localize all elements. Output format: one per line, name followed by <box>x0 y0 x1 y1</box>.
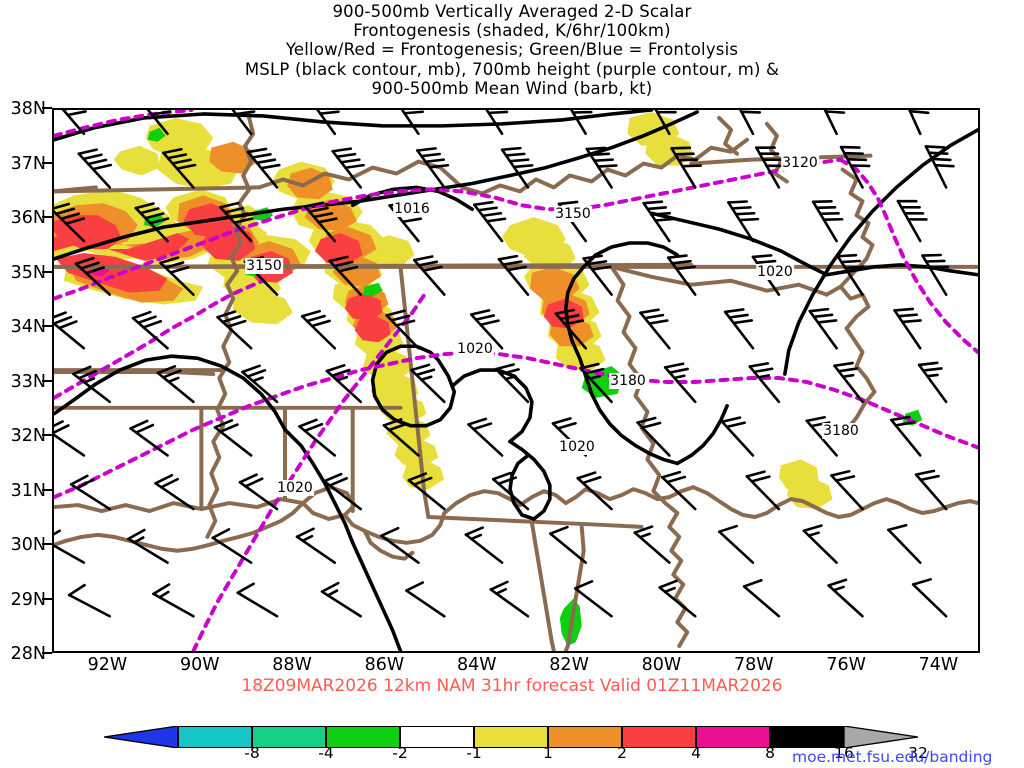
colorbar-segment <box>400 726 474 748</box>
x-axis-label: 74W <box>918 655 959 675</box>
y-axis-label: 29N <box>10 589 46 610</box>
map-canvas <box>54 110 978 651</box>
y-axis-tick <box>42 488 52 491</box>
colorbar-high-arrow <box>843 725 919 749</box>
map-plot-area <box>52 108 980 653</box>
y-axis-tick <box>42 434 52 436</box>
colorbar-tick-label: -4 <box>318 744 334 762</box>
y-axis-label: 37N <box>10 153 46 174</box>
colorbar-tick-label: -2 <box>392 744 408 762</box>
colorbar-tick-label: -1 <box>466 744 482 762</box>
colorbar-segment <box>474 726 548 748</box>
x-axis-label: 90W <box>179 655 220 675</box>
y-axis-tick <box>42 270 52 273</box>
y-axis-tick <box>42 597 52 600</box>
x-axis-label: 92W <box>87 655 128 675</box>
y-axis-tick <box>42 216 52 218</box>
x-axis-label: 78W <box>733 655 774 675</box>
y-axis-tick <box>42 325 52 327</box>
colorbar-tick-label: 2 <box>617 744 627 762</box>
colorbar-segment <box>326 726 400 748</box>
chart-title: 900-500mb Vertically Averaged 2-D Scalar… <box>0 2 1024 98</box>
y-axis-label: 32N <box>10 426 46 446</box>
y-axis-label: 38N <box>10 99 46 119</box>
x-axis-label: 84W <box>456 655 497 675</box>
y-axis-label: 33N <box>10 371 46 392</box>
colorbar <box>103 725 919 749</box>
y-axis-label: 30N <box>10 535 46 555</box>
y-axis-tick <box>42 107 52 109</box>
y-axis-label: 28N <box>10 644 46 664</box>
colorbar-segment <box>696 726 770 748</box>
y-axis-label: 31N <box>10 480 46 501</box>
x-axis-label: 88W <box>272 655 312 675</box>
y-axis-tick <box>42 161 52 164</box>
x-axis-label: 80W <box>641 655 682 675</box>
title-line-5: 900-500mb Mean Wind (barb, kt) <box>371 78 653 98</box>
y-axis-tick <box>42 652 52 654</box>
y-axis-label: 35N <box>10 262 46 283</box>
height-contours <box>54 110 978 651</box>
x-axis-label: 76W <box>826 655 866 675</box>
colorbar-segment <box>622 726 696 748</box>
colorbar-tick-label: -8 <box>244 744 260 762</box>
source-watermark: moe.met.fsu.edu/banding <box>792 748 993 766</box>
forecast-caption: 18Z09MAR2026 12km NAM 31hr forecast Vali… <box>241 676 783 696</box>
title-line-4: MSLP (black contour, mb), 700mb height (… <box>244 59 780 79</box>
colorbar-tick-label: 8 <box>765 744 775 762</box>
y-axis-tick <box>42 543 52 545</box>
y-axis-label: 34N <box>10 317 46 337</box>
x-axis-label: 82W <box>549 655 589 675</box>
colorbar-segment <box>178 726 252 748</box>
colorbar-tick-label: 16 <box>834 744 854 762</box>
colorbar-segment <box>548 726 622 748</box>
colorbar-segment <box>252 726 326 748</box>
title-line-1: 900-500mb Vertically Averaged 2-D Scalar <box>332 2 692 21</box>
title-line-3: Yellow/Red = Frontogenesis; Green/Blue =… <box>285 40 739 60</box>
colorbar-tick-label: 1 <box>543 744 553 762</box>
y-axis-label: 36N <box>10 208 46 228</box>
colorbar-tick-label: 32 <box>908 744 928 762</box>
colorbar-low-arrow <box>103 725 179 749</box>
y-axis-tick <box>42 379 52 382</box>
colorbar-tick-label: 4 <box>691 744 701 762</box>
x-axis-label: 86W <box>364 655 405 675</box>
title-line-2: Frontogenesis (shaded, K/6hr/100km) <box>353 21 671 41</box>
